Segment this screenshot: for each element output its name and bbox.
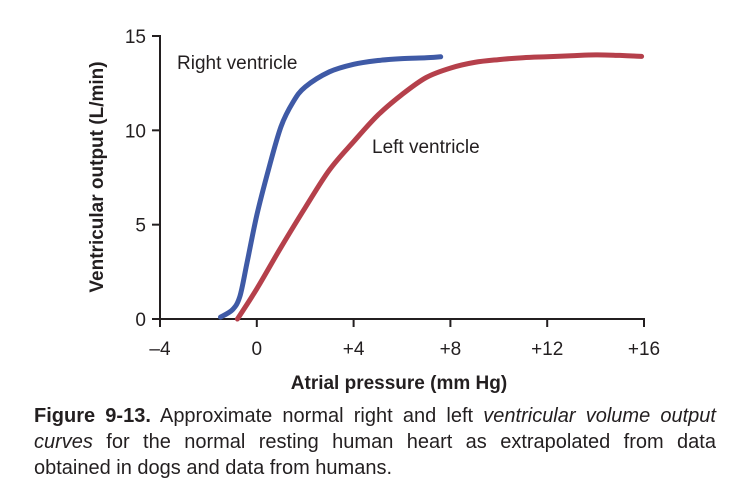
- x-tick-label: 0: [252, 339, 263, 360]
- x-tick-label: +12: [531, 339, 563, 360]
- y-ticks: 0 5 10 15: [125, 27, 160, 331]
- curve-label-left-ventricle: Left ventricle: [372, 137, 480, 158]
- caption-italic-text: ventricular volume output curves: [34, 405, 716, 453]
- y-tick-label: 0: [135, 310, 146, 331]
- series-line-left-ventricle: [234, 52, 645, 322]
- curve-label-right-ventricle: Right ventricle: [177, 53, 297, 74]
- y-tick-label: 5: [135, 216, 146, 237]
- series-layer: [218, 52, 645, 322]
- x-tick-label: +4: [343, 339, 365, 360]
- x-axis-title: Atrial pressure (mm Hg): [291, 373, 507, 394]
- figure-caption: Figure 9-13. Approximate normal right an…: [34, 403, 716, 481]
- y-tick-label: 15: [125, 27, 146, 48]
- x-tick-label: +16: [628, 339, 660, 360]
- x-tick-label: –4: [149, 339, 171, 360]
- y-tick-label: 10: [125, 121, 146, 142]
- y-axis-title: Ventricular output (L/min): [87, 61, 108, 292]
- caption-label: Figure 9-13.: [34, 405, 151, 427]
- x-tick-label: +8: [440, 339, 462, 360]
- caption-text-before: Approximate normal right and left: [150, 405, 484, 427]
- series-line-right-ventricle: [218, 54, 444, 320]
- x-ticks: –4 0 +4 +8 +12 +16: [149, 319, 660, 360]
- caption-text-after: for the normal resting human heart as ex…: [34, 431, 716, 479]
